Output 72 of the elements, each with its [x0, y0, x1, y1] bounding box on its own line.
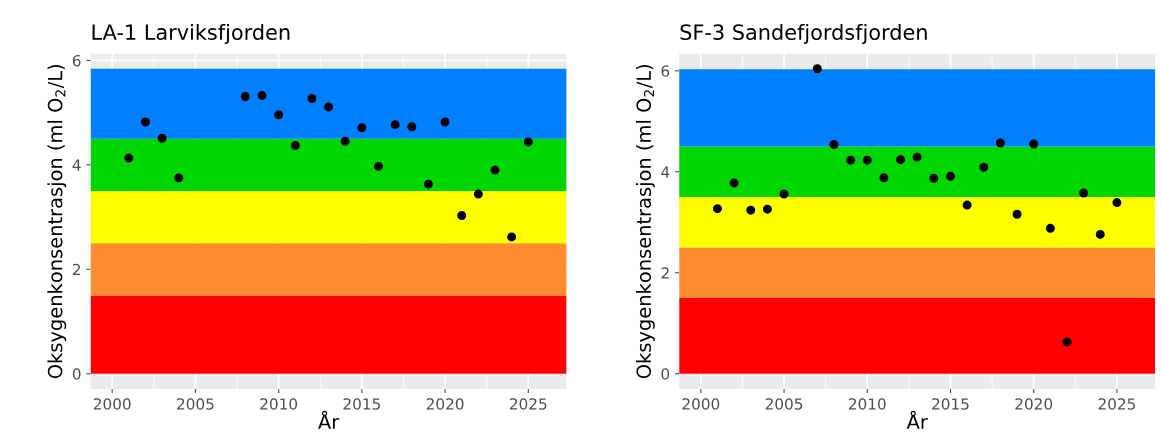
point — [373, 161, 383, 171]
point — [712, 204, 722, 214]
point — [879, 173, 889, 183]
point — [912, 152, 922, 162]
x-tick-label: 2015 — [343, 398, 380, 410]
point — [490, 165, 500, 175]
y-tick-label: 2 — [661, 267, 669, 279]
point — [812, 64, 822, 74]
point — [274, 110, 284, 120]
point — [340, 136, 350, 146]
y-tick-label: 0 — [661, 368, 670, 380]
point — [124, 153, 134, 163]
y-axis-title: Oksygenkonsentrasjon (ml O$_{2}$/L) — [636, 64, 655, 379]
y-tick-label: 6 — [72, 54, 81, 67]
point — [846, 155, 856, 165]
point — [862, 155, 872, 165]
point — [746, 205, 756, 215]
y-tick-label: 0 — [72, 368, 81, 380]
point — [523, 137, 533, 147]
point — [407, 122, 417, 132]
y-tick-label: 4 — [661, 166, 670, 178]
x-tick-label: 2000 — [682, 398, 720, 410]
x-tick-label: 2000 — [93, 398, 131, 410]
point — [390, 120, 400, 130]
x-tick-label: 2025 — [509, 398, 547, 410]
point — [473, 189, 483, 199]
point — [440, 117, 450, 127]
point — [1012, 209, 1022, 219]
point — [1079, 188, 1089, 198]
x-tick-label: 2005 — [765, 398, 803, 410]
point — [457, 211, 467, 221]
point — [1062, 337, 1072, 347]
x-tick-label: 2010 — [848, 398, 886, 410]
point — [324, 102, 334, 112]
x-tick-label: 2025 — [1098, 398, 1136, 410]
point — [1095, 229, 1105, 239]
point — [945, 171, 955, 181]
chart-title: SF-3 Sandefjordsfjorden — [680, 23, 927, 45]
point — [357, 123, 367, 133]
point — [307, 94, 317, 104]
point — [729, 178, 739, 188]
x-tick-label: 2020 — [1015, 398, 1053, 410]
point — [779, 189, 789, 199]
x-tick-label: 2005 — [177, 398, 214, 410]
x-tick-label: 2010 — [260, 398, 298, 410]
x-axis-title: År — [906, 410, 928, 429]
y-tick-label: 6 — [661, 65, 670, 77]
point — [829, 140, 839, 150]
point — [423, 179, 433, 189]
point — [962, 200, 972, 210]
point — [157, 133, 167, 143]
point — [1029, 139, 1039, 149]
point — [240, 91, 250, 101]
chart-title: LA-1 Larviksfjorden — [92, 23, 290, 45]
point — [290, 141, 300, 151]
x-tick-label: 2020 — [426, 398, 464, 410]
point — [1112, 198, 1122, 208]
x-tick-label: 2015 — [932, 398, 969, 410]
point — [1045, 223, 1055, 233]
point — [174, 173, 184, 183]
point — [762, 204, 772, 214]
point — [995, 138, 1005, 148]
point — [929, 173, 939, 183]
y-axis-title: Oksygenkonsentrasjon (ml O$_{2}$/L) — [47, 64, 67, 379]
y-tick-label: 4 — [72, 159, 81, 171]
point — [140, 117, 150, 127]
point — [979, 162, 989, 172]
point — [257, 90, 267, 100]
x-axis-title: År — [318, 410, 340, 429]
y-tick-label: 2 — [72, 263, 80, 276]
point — [507, 232, 517, 242]
point — [896, 155, 906, 165]
